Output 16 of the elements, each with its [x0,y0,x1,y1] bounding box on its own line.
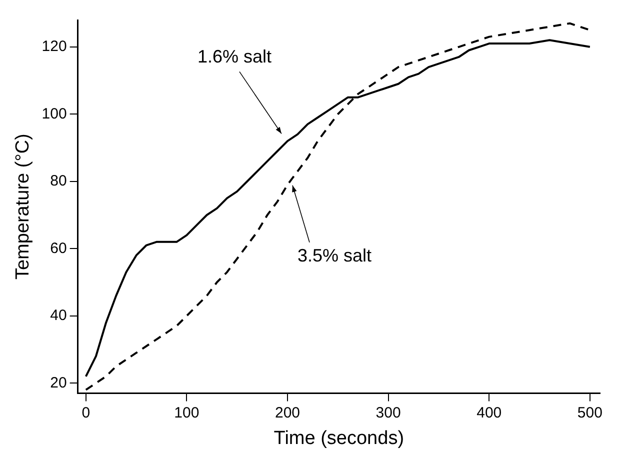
y-tick-label: 60 [50,240,67,257]
y-tick-label: 120 [42,38,67,56]
annotation: 3.5% salt [297,245,372,266]
y-tick-label: 40 [50,307,67,324]
y-tick-label: 20 [50,374,67,392]
x-tick-label: 100 [174,404,200,422]
x-tick-label: 200 [274,404,300,422]
y-tick-label: 80 [50,172,67,190]
x-tick-label: 0 [82,404,90,422]
x-axis-title: Time (seconds) [274,428,404,449]
y-tick-label: 100 [42,105,67,122]
x-tick-label: 500 [577,404,602,422]
annotation: 1.6% salt [197,46,272,67]
x-tick-label: 300 [376,404,401,422]
x-tick-label: 400 [476,404,502,422]
y-axis-title: Temperature (°C) [12,134,34,280]
